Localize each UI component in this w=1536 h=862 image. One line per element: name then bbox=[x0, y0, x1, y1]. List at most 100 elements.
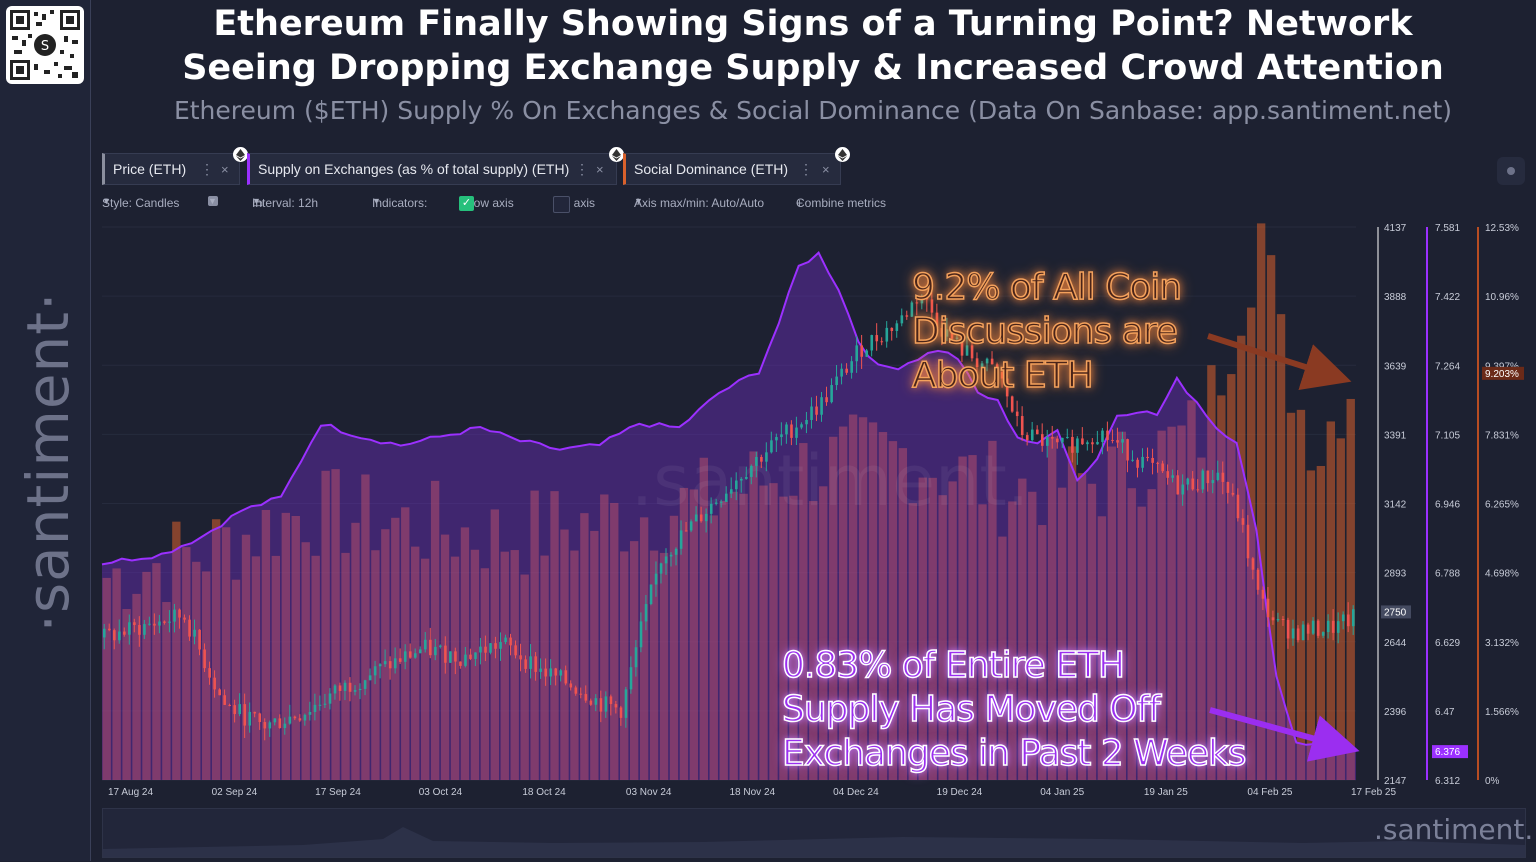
social-axis-tick: 4.698% bbox=[1485, 569, 1519, 580]
x-axis-tick: 03 Nov 24 bbox=[626, 787, 672, 798]
metric-tab-social[interactable]: Social Dominance (ETH) ⋮ × bbox=[623, 147, 850, 185]
social-dominance-bar bbox=[1346, 398, 1355, 780]
price-candle bbox=[855, 345, 858, 362]
metric-tab-supply[interactable]: Supply on Exchanges (as % of total suppl… bbox=[247, 147, 624, 185]
price-candle bbox=[870, 335, 874, 351]
social-dominance-bar bbox=[1167, 426, 1176, 780]
price-candle bbox=[1326, 620, 1330, 633]
price-candle bbox=[750, 465, 753, 477]
social-axis-tick: 10.96% bbox=[1485, 292, 1519, 303]
metric-label: Supply on Exchanges (as % of total suppl… bbox=[258, 161, 570, 177]
price-candle bbox=[815, 406, 818, 415]
price-candle bbox=[1146, 456, 1149, 458]
price-candle bbox=[1096, 441, 1099, 445]
x-axis-tick: 18 Nov 24 bbox=[730, 787, 776, 798]
social-dominance-bar bbox=[1247, 307, 1256, 780]
close-icon[interactable]: × bbox=[596, 161, 604, 177]
price-candle bbox=[900, 315, 904, 324]
price-candle bbox=[173, 609, 176, 622]
price-candle bbox=[1231, 492, 1235, 495]
social-dominance-bar bbox=[1256, 223, 1266, 781]
price-candle bbox=[1191, 478, 1195, 490]
chart-settings-button[interactable] bbox=[1497, 157, 1525, 185]
svg-text:S: S bbox=[41, 39, 49, 54]
price-candle bbox=[168, 621, 171, 623]
price-candle bbox=[1281, 619, 1285, 621]
social-current-label-bg bbox=[1482, 366, 1524, 380]
more-icon[interactable]: ⋮ bbox=[200, 160, 214, 177]
range-navigator[interactable] bbox=[102, 808, 1526, 858]
social-dominance-bar bbox=[898, 448, 908, 780]
price-candle bbox=[639, 621, 643, 648]
checkbox-checked-icon[interactable]: ✓ bbox=[459, 196, 474, 211]
social-dominance-bar bbox=[1117, 431, 1126, 780]
price-candle bbox=[1286, 619, 1290, 639]
price-candle bbox=[1341, 614, 1345, 622]
annotation-line: 9.2% of All Coin bbox=[911, 266, 1183, 309]
price-candle bbox=[1291, 628, 1295, 639]
close-icon[interactable]: × bbox=[221, 161, 229, 177]
social-axis-tick: 9.397% bbox=[1485, 361, 1519, 372]
price-candle bbox=[935, 312, 939, 329]
price-candle bbox=[1015, 411, 1019, 417]
price-candle bbox=[910, 302, 914, 317]
price-candle bbox=[403, 651, 407, 662]
price-axis-tick: 3142 bbox=[1384, 500, 1407, 511]
price-candle bbox=[148, 623, 151, 625]
social-dominance-bar bbox=[1028, 491, 1037, 780]
price-candle bbox=[1116, 440, 1119, 443]
close-icon[interactable]: × bbox=[822, 161, 830, 177]
page-subtitle: Ethereum ($ETH) Supply % On Exchanges & … bbox=[173, 96, 1453, 125]
price-candle bbox=[775, 437, 778, 441]
price-candle bbox=[1066, 436, 1069, 438]
price-candle bbox=[1166, 471, 1169, 478]
social-dominance-bar bbox=[799, 443, 808, 780]
price-candle bbox=[780, 434, 783, 438]
price-candle bbox=[108, 628, 111, 631]
price-candle bbox=[940, 328, 944, 337]
calendar-icon: ▭ bbox=[252, 196, 264, 210]
price-candle bbox=[1261, 589, 1265, 599]
price-candle bbox=[1321, 632, 1325, 636]
chart-grid bbox=[102, 226, 1356, 781]
metric-tab-price[interactable]: Price (ETH) ⋮ × bbox=[102, 147, 248, 185]
price-candle bbox=[795, 427, 798, 438]
arrow-to-exchange-supply bbox=[1209, 707, 1360, 762]
price-candle bbox=[920, 296, 924, 304]
social-dominance-bar bbox=[1018, 478, 1027, 780]
price-axis-tick: 2644 bbox=[1384, 638, 1407, 649]
social-dominance-bar bbox=[858, 417, 868, 780]
social-dominance-bar bbox=[112, 568, 121, 780]
price-candle bbox=[313, 704, 317, 712]
price-candle bbox=[1025, 435, 1029, 441]
more-icon[interactable]: ⋮ bbox=[575, 160, 589, 177]
price-candle bbox=[1351, 609, 1355, 627]
social-dominance-bar bbox=[231, 579, 241, 780]
price-candle bbox=[1151, 457, 1154, 463]
price-candle bbox=[800, 424, 803, 428]
price-candle bbox=[519, 655, 522, 660]
price-candle bbox=[333, 685, 337, 694]
social-dominance-bar bbox=[1306, 470, 1316, 780]
more-icon[interactable]: ⋮ bbox=[799, 160, 813, 177]
social-dominance-bar bbox=[351, 522, 360, 780]
price-candle bbox=[825, 397, 828, 403]
price-candle bbox=[765, 452, 768, 462]
social-dominance-bar bbox=[749, 451, 758, 780]
price-candle bbox=[1216, 472, 1220, 481]
supply-axis-tick: 6.47 bbox=[1435, 707, 1455, 718]
social-dominance-bar bbox=[978, 504, 987, 780]
price-candle bbox=[1136, 459, 1139, 468]
social-dominance-bar bbox=[500, 551, 509, 780]
price-candle bbox=[1226, 481, 1230, 493]
price-candle bbox=[1171, 475, 1175, 478]
social-dominance-bar bbox=[1127, 488, 1136, 780]
price-candle bbox=[1331, 620, 1335, 633]
social-dominance-bar bbox=[202, 571, 211, 780]
price-candle bbox=[730, 489, 733, 494]
checkbox-empty-icon[interactable] bbox=[553, 196, 570, 213]
supply-line bbox=[101, 251, 1357, 752]
price-candle bbox=[283, 723, 287, 729]
price-candle bbox=[158, 621, 161, 626]
